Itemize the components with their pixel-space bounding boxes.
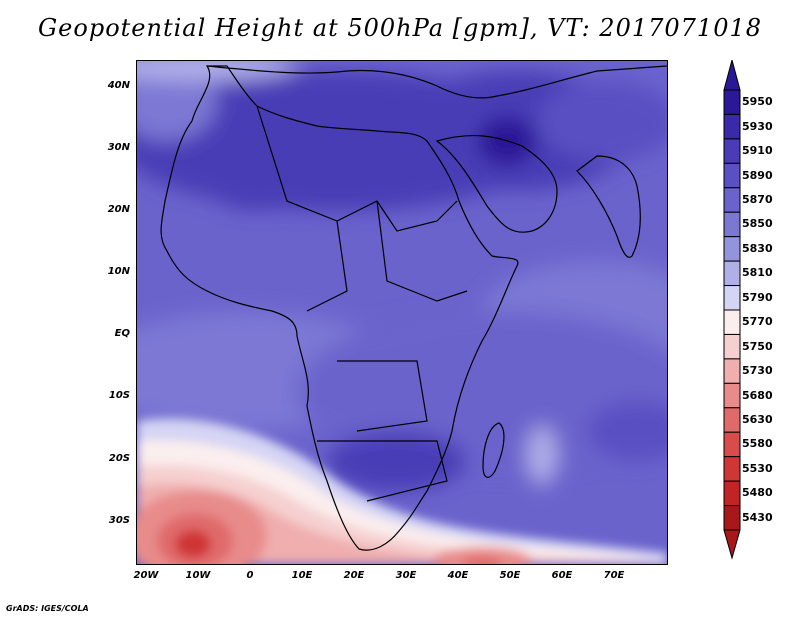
- lat-label-30s: 30S: [108, 515, 130, 526]
- lon-label-20w: 20W: [133, 570, 159, 581]
- colorbar-swatch: [723, 480, 741, 507]
- lon-label-60e: 60E: [551, 570, 573, 581]
- lon-label-20e: 20E: [343, 570, 365, 581]
- lat-label-10n: 10N: [107, 266, 130, 277]
- colorbar-top-arrow: [723, 60, 741, 91]
- colorbar-label: 5810: [742, 266, 773, 280]
- grads-credit: GrADS: IGES/COLA: [6, 604, 89, 613]
- colorbar-label: 5630: [742, 413, 773, 426]
- chart-title: Geopotential Height at 500hPa [gpm], VT:…: [38, 14, 762, 42]
- lon-label-0: 0: [246, 570, 254, 581]
- colorbar-label: 5950: [742, 95, 773, 109]
- colorbar-swatch: [723, 162, 741, 189]
- lon-label-10w: 10W: [185, 570, 211, 581]
- colorbar-label: 5730: [742, 364, 773, 378]
- colorbar-label: 5790: [742, 290, 773, 304]
- india-coast: [576, 155, 641, 258]
- lat-label-40n: 40N: [107, 80, 130, 91]
- colorbar-bottom-arrow: [723, 529, 741, 560]
- colorbar: [723, 60, 741, 560]
- colorbar-swatch: [723, 431, 741, 458]
- colorbar-label: 5910: [742, 144, 773, 158]
- colorbar-label: 5850: [742, 217, 773, 231]
- colorbar-swatch: [723, 138, 741, 164]
- border-south: [317, 440, 448, 502]
- lon-label-10e: 10E: [291, 570, 313, 581]
- southern-trough: [137, 418, 667, 564]
- colorbar-swatch: [723, 407, 741, 433]
- lat-label-10s: 10S: [108, 390, 130, 401]
- coastlines: [160, 65, 667, 551]
- border-congo: [337, 360, 428, 432]
- border-west: [306, 220, 348, 312]
- lat-label-30n: 30N: [107, 142, 130, 153]
- colorbar-label: 5530: [742, 461, 773, 475]
- madagascar-coast: [482, 422, 505, 478]
- map-svg: [137, 61, 667, 564]
- colorbar-swatch: [723, 89, 741, 115]
- colorbar-swatch: [723, 187, 741, 213]
- colorbar-swatch: [723, 113, 741, 140]
- africa-coast: [160, 65, 519, 551]
- europe-coast: [206, 65, 667, 99]
- colorbar-swatch: [723, 236, 741, 262]
- colorbar-swatch: [723, 333, 741, 360]
- colorbar-label: 5830: [742, 241, 773, 255]
- border-central: [376, 200, 468, 302]
- colorbar-label: 5930: [742, 119, 773, 133]
- height-field-shading: [137, 61, 667, 491]
- colorbar-swatch: [723, 382, 741, 409]
- colorbar-label: 5770: [742, 315, 773, 329]
- colorbar-swatch: [723, 211, 741, 238]
- map-panel: [136, 60, 668, 565]
- lon-label-50e: 50E: [499, 570, 521, 581]
- colorbar-swatch: [723, 456, 741, 482]
- colorbar-label: 5750: [742, 339, 773, 353]
- colorbar-label: 5890: [742, 168, 773, 182]
- colorbar-label: 5870: [742, 193, 773, 206]
- arabia-coast: [435, 134, 558, 233]
- colorbar-swatch: [723, 505, 741, 531]
- colorbar-swatch: [723, 358, 741, 384]
- lat-label-20n: 20N: [107, 204, 130, 215]
- colorbar-label: 5480: [742, 486, 773, 500]
- lon-label-30e: 30E: [395, 570, 417, 581]
- lon-label-70e: 70E: [603, 570, 625, 581]
- colorbar-label: 5680: [742, 388, 773, 402]
- lat-label-20s: 20S: [108, 453, 130, 464]
- lat-label-eq: EQ: [114, 328, 130, 339]
- lon-label-40e: 40E: [447, 570, 469, 581]
- colorbar-swatch: [723, 260, 741, 287]
- colorbar-swatch: [723, 309, 741, 335]
- colorbar-label: 5580: [742, 437, 773, 451]
- colorbar-swatch: [723, 285, 741, 311]
- colorbar-label: 5430: [742, 510, 773, 524]
